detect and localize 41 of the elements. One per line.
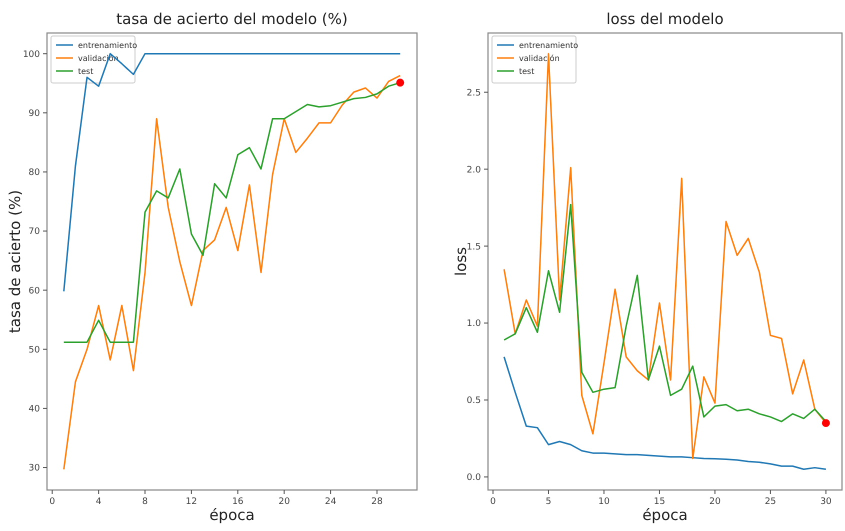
y-tick-label: 40	[28, 404, 40, 415]
x-tick-label: 25	[764, 497, 776, 507]
legend-label: test	[78, 66, 94, 76]
y-tick-label: 0.5	[466, 396, 481, 406]
y-axis-title: tasa de acierto (%)	[6, 190, 24, 334]
x-tick-label: 5	[546, 497, 552, 507]
y-tick-label: 1.5	[466, 242, 481, 252]
x-tick-label: 8	[142, 497, 148, 507]
y-tick-label: 60	[28, 286, 40, 296]
x-tick-label: 20	[278, 497, 290, 507]
x-axis-title: época	[642, 506, 688, 524]
x-axis-title: época	[209, 506, 255, 524]
x-tick-label: 24	[324, 497, 337, 507]
y-tick-label: 30	[28, 464, 40, 474]
y-tick-label: 100	[22, 50, 40, 60]
y-tick-label: 2.5	[466, 88, 481, 98]
x-tick-label: 10	[598, 497, 610, 507]
y-tick-label: 50	[28, 345, 40, 356]
x-tick-label: 28	[371, 497, 383, 507]
y-tick-label: 90	[28, 108, 40, 119]
x-tick-label: 30	[820, 497, 832, 507]
y-tick-label: 80	[28, 168, 40, 178]
x-tick-label: 12	[186, 497, 198, 507]
line-series	[63, 52, 401, 292]
x-tick-label: 15	[654, 497, 666, 507]
line-series	[503, 356, 827, 470]
x-tick-label: 4	[96, 497, 102, 507]
y-tick-label: 0.0	[466, 473, 482, 484]
y-tick-label: 2.0	[466, 165, 482, 176]
chart-title: loss del modelo	[606, 10, 724, 28]
x-tick-label: 0	[490, 497, 496, 507]
legend-label: entrenamiento	[78, 40, 138, 50]
line-series	[63, 74, 401, 470]
legend-label: test	[519, 66, 534, 76]
chart-title: tasa de acierto del modelo (%)	[116, 10, 348, 28]
legend-label: entrenamiento	[519, 40, 578, 50]
x-tick-label: 0	[49, 497, 56, 507]
y-tick-label: 1.0	[466, 319, 482, 330]
x-tick-label: 20	[709, 497, 721, 507]
y-tick-label: 70	[28, 227, 40, 238]
x-tick-label: 16	[232, 497, 244, 507]
